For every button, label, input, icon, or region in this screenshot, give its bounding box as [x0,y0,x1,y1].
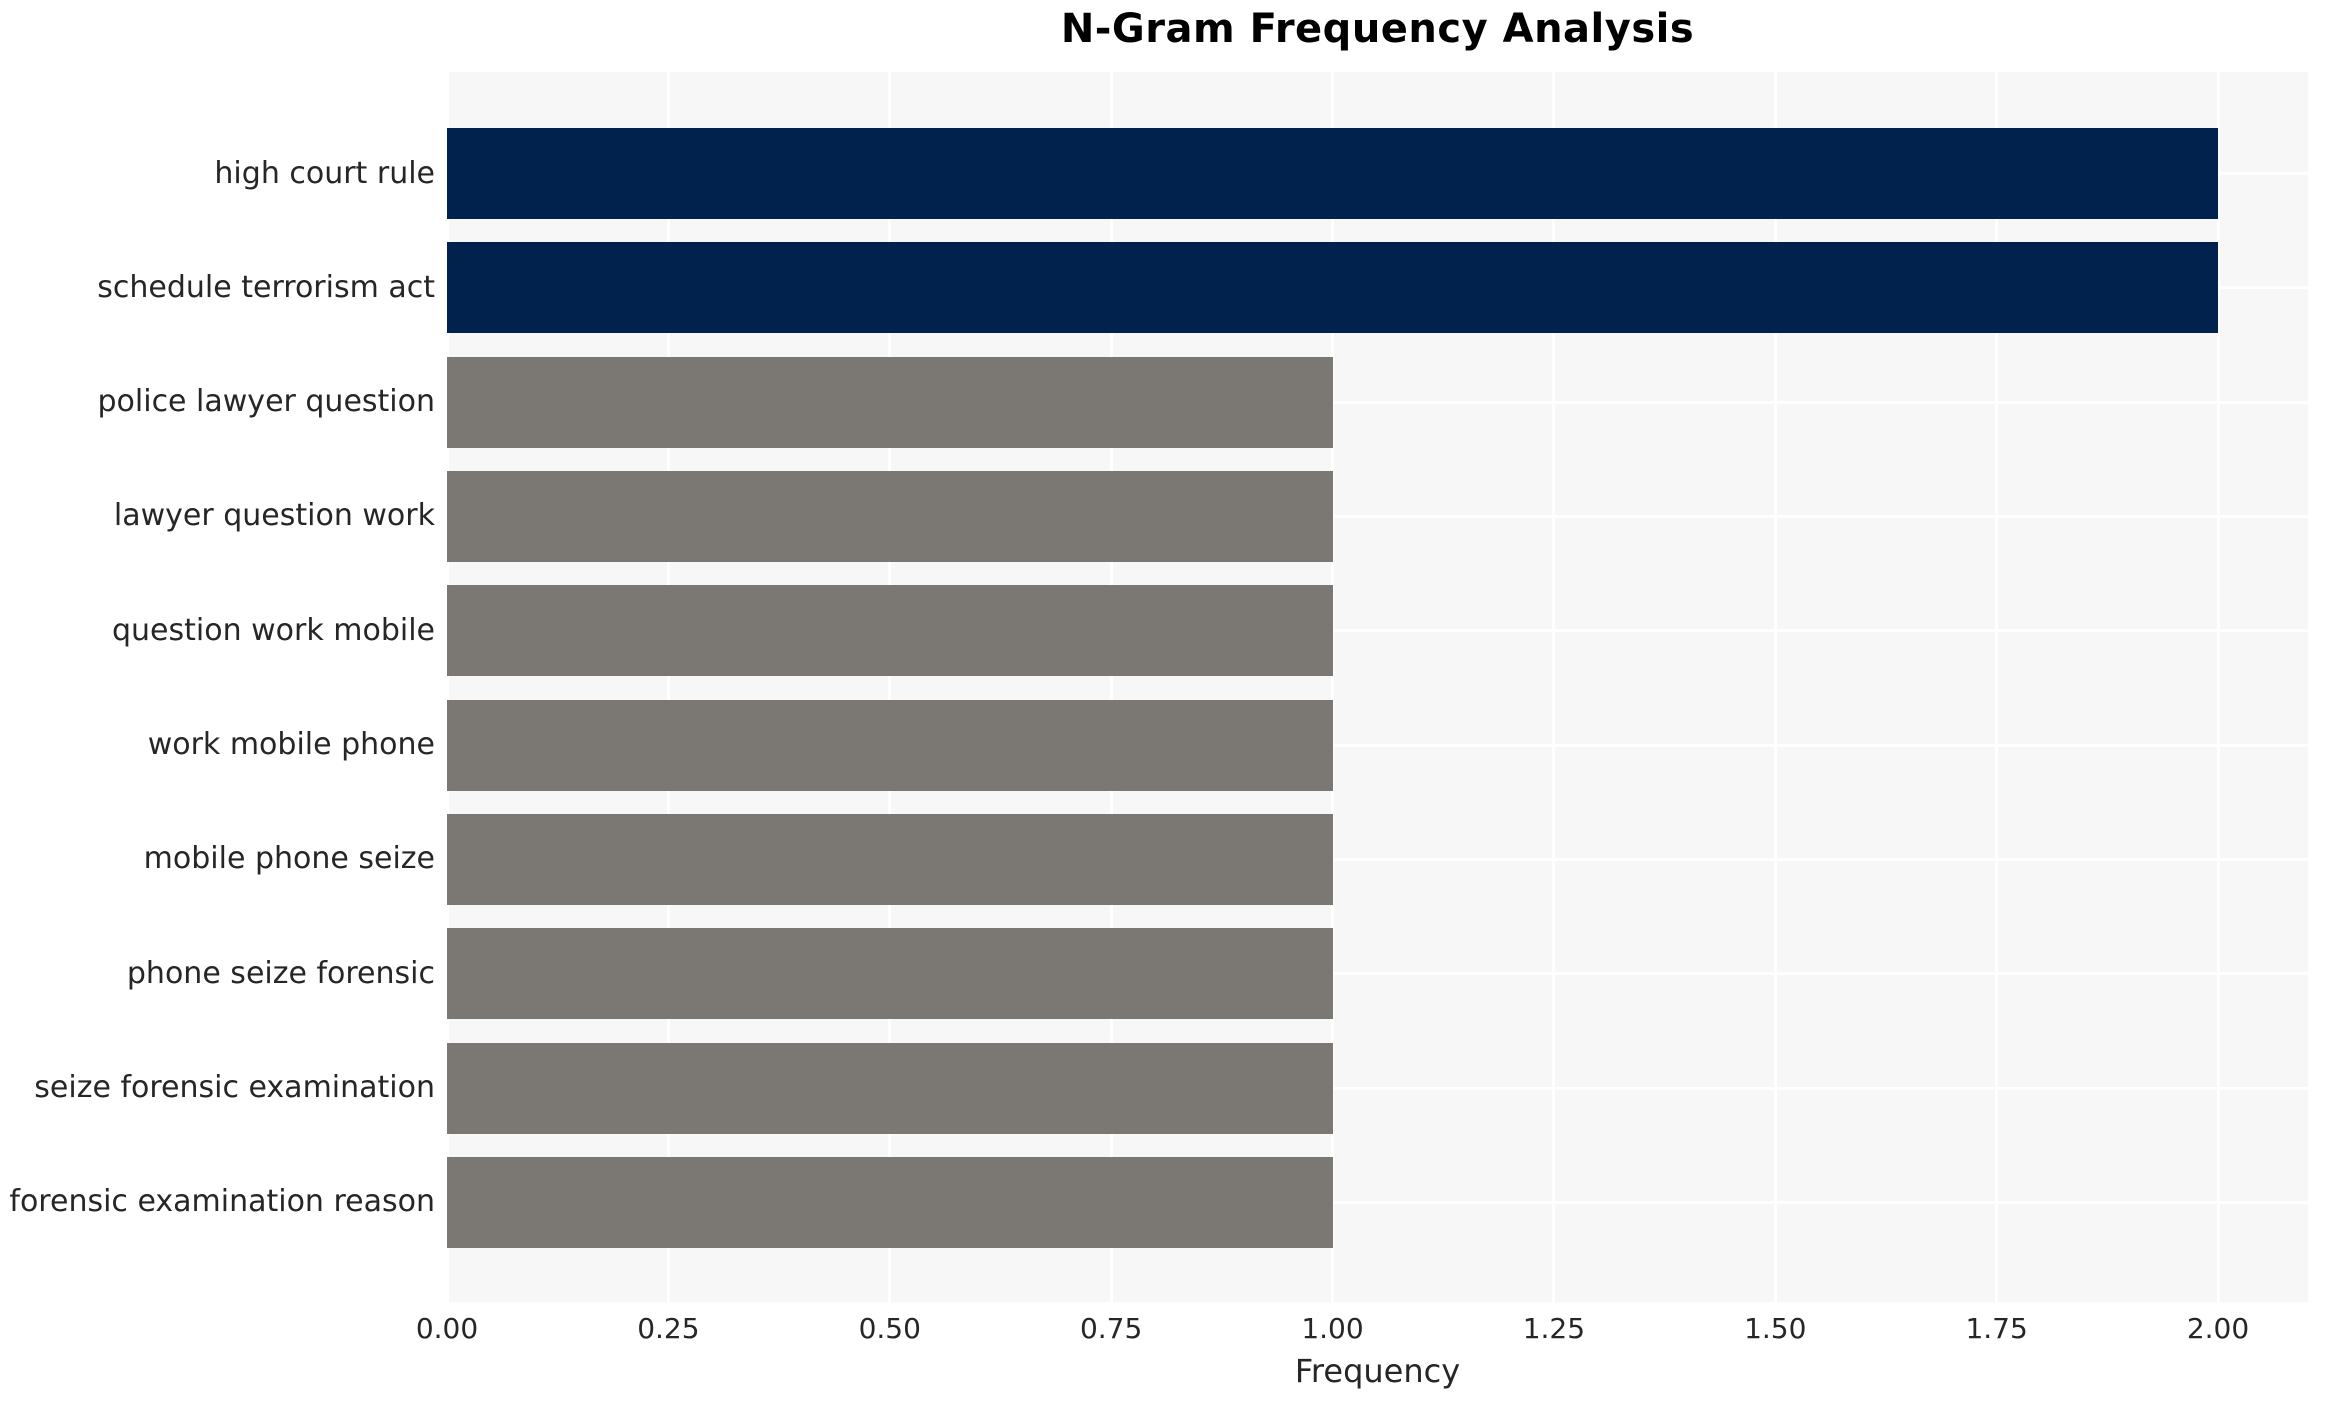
x-tick-label: 0.50 [858,1312,921,1345]
y-gridline [447,972,2308,976]
bar-lawyer-question-work [447,470,1333,562]
bar-schedule-terrorism-act [447,242,2218,334]
x-gridline [1552,72,1556,1302]
y-gridline [447,400,2308,404]
x-tick-label: 1.75 [1965,1312,2028,1345]
x-gridline [666,72,670,1302]
x-axis-label: Frequency [1294,1352,1461,1390]
x-tick-label: 1.25 [1522,1312,1586,1345]
x-tick-label: 0.00 [415,1312,479,1345]
x-tick-label: 1.50 [1744,1312,1807,1345]
bar-work-mobile-phone [447,699,1333,791]
y-gridline [447,743,2308,747]
y-tick-label: lawyer question work [113,498,435,534]
y-tick-label: schedule terrorism act [97,269,435,305]
y-tick-label: phone seize forensic [126,955,435,991]
bar-mobile-phone-seize [447,813,1333,905]
bar-phone-seize-forensic [447,928,1333,1020]
x-gridline [1109,72,1113,1302]
x-gridline [2216,72,2220,1302]
plot-area [445,72,2308,1302]
y-tick-label: forensic examination reason [9,1184,435,1220]
y-gridline [447,629,2308,633]
x-tick-label: 2.00 [2186,1312,2250,1345]
y-tick-label: question work mobile [111,612,435,648]
chart-title: N-Gram Frequency Analysis [1060,6,1695,52]
x-gridline [1331,72,1334,1302]
y-gridline [447,514,2308,518]
x-gridline [1773,72,1777,1302]
y-tick-label: work mobile phone [147,727,435,763]
y-tick-label: police lawyer question [97,384,436,420]
y-gridline [447,1086,2308,1090]
x-tick-label: 0.75 [1079,1312,1143,1345]
y-gridline [447,857,2308,861]
y-tick-label: seize forensic examination [34,1070,435,1106]
y-gridline [447,1200,2308,1204]
bar-police-lawyer-question [447,356,1333,448]
x-gridline [888,72,892,1302]
x-tick-label: 0.25 [637,1312,700,1345]
bar-question-work-mobile [447,585,1333,677]
x-gridline [445,72,449,1302]
x-gridline [1995,72,1999,1302]
y-tick-label: high court rule [214,155,435,191]
bar-seize-forensic-examination [447,1042,1333,1134]
y-tick-label: mobile phone seize [143,841,435,877]
x-tick-label: 1.00 [1301,1312,1364,1345]
bar-high-court-rule [447,128,2218,219]
bar-forensic-examination-reason [447,1156,1333,1248]
